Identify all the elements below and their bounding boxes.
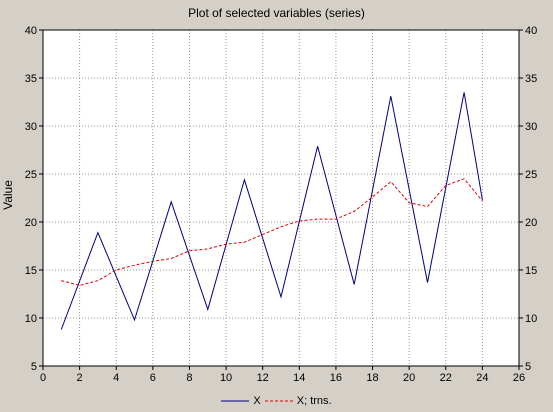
x-tick-label: 4 [113, 372, 119, 384]
y-tick-label-right: 40 [525, 25, 537, 37]
y-tick-label-left: 15 [25, 265, 37, 277]
x-tick-label: 8 [186, 372, 192, 384]
x-tick-label: 22 [440, 372, 452, 384]
y-tick-label-right: 25 [525, 169, 537, 181]
x-tick-label: 16 [330, 372, 342, 384]
series-line-x [60, 92, 483, 330]
x-tick-label: 26 [513, 372, 525, 384]
y-tick-label-right: 15 [525, 265, 537, 277]
legend-item-x-trns: X; trns. [264, 395, 332, 407]
y-tick-label-left: 5 [31, 361, 37, 373]
legend-swatch-x [221, 400, 250, 402]
x-tick-label: 14 [293, 372, 305, 384]
y-tick-label-right: 10 [525, 313, 537, 325]
y-tick-label-right: 20 [525, 217, 537, 229]
y-tick-label-right: 30 [525, 121, 537, 133]
legend-label-x-trns: X; trns. [296, 395, 332, 407]
x-tick-label: 18 [366, 372, 378, 384]
y-tick-label-left: 35 [25, 73, 37, 85]
plot-frame [42, 29, 520, 367]
series-line-x-trns [61, 178, 483, 286]
y-tick-label-left: 30 [25, 121, 37, 133]
x-tick-label: 12 [257, 372, 269, 384]
x-tick-label: 0 [40, 372, 46, 384]
y-tick-label-left: 25 [25, 169, 37, 181]
y-tick-label-left: 20 [25, 217, 37, 229]
x-tick-label: 2 [77, 372, 83, 384]
x-tick-label: 6 [150, 372, 156, 384]
y-tick-label-right: 35 [525, 73, 537, 85]
legend: X X; trns. [0, 395, 553, 407]
x-tick-label: 10 [220, 372, 232, 384]
chart-title: Plot of selected variables (series) [188, 6, 365, 20]
x-tick-label: 24 [476, 372, 488, 384]
legend-swatch-x-trns [264, 400, 293, 402]
y-tick-label-left: 10 [25, 313, 37, 325]
legend-item-x: X [221, 395, 261, 407]
x-tick-label: 20 [403, 372, 415, 384]
y-tick-label-left: 40 [25, 25, 37, 37]
y-tick-label-right: 5 [525, 361, 531, 373]
legend-label-x: X [253, 395, 261, 407]
plot-area [43, 30, 519, 366]
